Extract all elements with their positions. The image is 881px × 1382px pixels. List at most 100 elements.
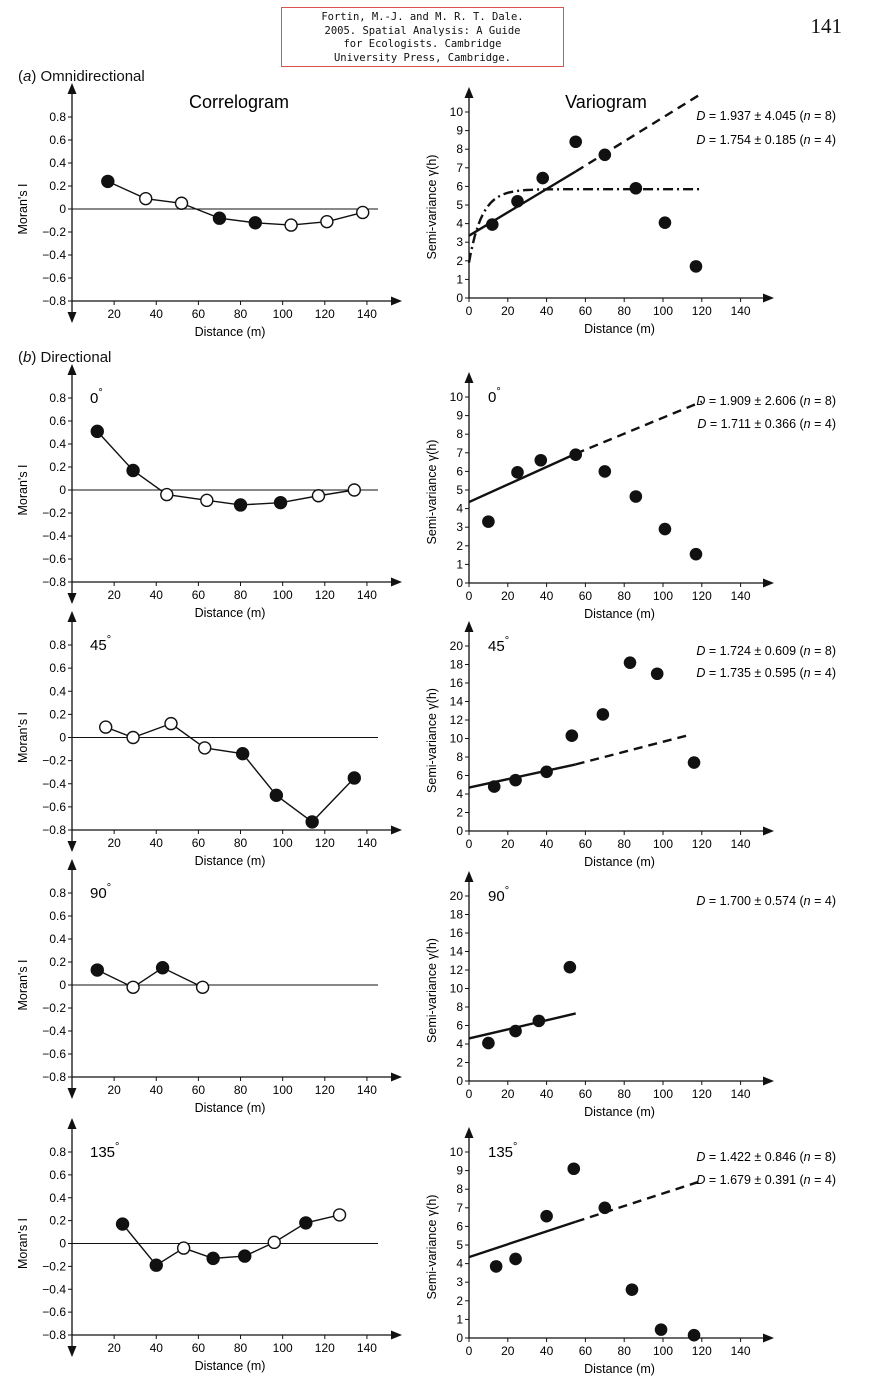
x-tick-label: 140 <box>731 1344 751 1358</box>
y-tick-label: 0.6 <box>49 133 66 147</box>
y-axis-arrow-down <box>67 1346 77 1357</box>
y-tick-label: 0 <box>59 1237 66 1251</box>
y-tick-label: 0.8 <box>49 1145 66 1159</box>
section-label-a: (a) Omnidirectional <box>18 68 145 85</box>
data-point-filled <box>687 756 701 769</box>
x-tick-label: 120 <box>315 307 335 321</box>
x-axis-label: Distance (m) <box>584 855 655 869</box>
fractal-dimension-annotation: D = 1.679 ± 0.391 (n = 4) <box>696 1173 836 1187</box>
x-axis-label: Distance (m) <box>195 1101 266 1115</box>
y-tick-label: 0.6 <box>49 1168 66 1182</box>
fractal-dimension-annotation: D = 1.909 ± 2.606 (n = 8) <box>696 394 836 408</box>
data-point-filled <box>235 746 250 761</box>
y-tick-label: 2 <box>456 806 463 820</box>
y-tick-label: 3 <box>456 1275 463 1289</box>
data-point-filled <box>233 498 248 512</box>
data-point-filled <box>629 490 643 503</box>
y-tick-label: 0.8 <box>49 638 66 652</box>
y-tick-label: 0.8 <box>49 391 66 405</box>
y-axis-arrow-up <box>464 871 474 882</box>
x-tick-label: 40 <box>540 837 554 851</box>
citation-box: Fortin, M.-J. and M. R. T. Dale. 2005. S… <box>281 7 564 67</box>
data-point-open <box>200 493 214 508</box>
x-tick-label: 20 <box>501 1344 515 1358</box>
y-tick-label: 0 <box>456 824 463 838</box>
data-point-filled <box>485 218 499 231</box>
y-tick-label: 18 <box>450 908 464 922</box>
x-tick-label: 120 <box>692 304 712 318</box>
y-tick-label: 1 <box>456 1312 463 1326</box>
x-tick-label: 140 <box>731 837 751 851</box>
y-tick-label: 7 <box>456 161 463 175</box>
y-tick-label: 2 <box>456 539 463 553</box>
y-axis-arrow-up <box>67 859 77 870</box>
y-tick-label: 0.2 <box>49 1214 66 1228</box>
y-tick-label: 10 <box>450 105 464 119</box>
x-tick-label: 140 <box>357 1341 377 1355</box>
y-tick-label: 0.2 <box>49 179 66 193</box>
x-tick-label: 20 <box>501 589 515 603</box>
x-axis-label: Distance (m) <box>195 325 266 339</box>
y-tick-label: 4 <box>456 1257 463 1271</box>
data-point-filled <box>534 453 548 467</box>
direction-label: 45° <box>488 635 509 655</box>
y-axis-arrow-up <box>67 611 77 622</box>
x-tick-label: 80 <box>234 588 248 602</box>
y-axis-label: Semi-variance γ(h) <box>425 1195 439 1300</box>
x-axis-arrow <box>391 577 402 587</box>
x-tick-label: 140 <box>357 1083 377 1097</box>
citation-line: 2005. Spatial Analysis: A Guide <box>324 24 521 37</box>
data-point-filled <box>540 1209 553 1223</box>
data-point-open <box>347 483 361 497</box>
x-tick-label: 60 <box>579 837 593 851</box>
data-point-filled <box>509 1252 522 1266</box>
y-tick-label: 14 <box>450 945 464 959</box>
x-axis-label: Distance (m) <box>584 1105 655 1119</box>
y-tick-label: 3 <box>456 235 463 249</box>
data-point-open <box>356 205 370 220</box>
x-tick-label: 100 <box>653 1087 673 1101</box>
y-axis-label: Moran's I <box>16 959 30 1010</box>
variogram-panel: 0 2 4 6 8 10 12 14 16 18 20 0 20 40 60 80 100 120 140 Dista… <box>425 871 836 1119</box>
x-axis-arrow <box>763 578 774 588</box>
data-point-open <box>126 730 140 745</box>
fit-line-solid <box>468 1220 577 1259</box>
data-point-filled <box>629 181 643 195</box>
y-tick-label: 6 <box>456 1219 463 1233</box>
y-tick-label: 0.8 <box>49 110 66 124</box>
data-point-filled <box>654 1323 668 1336</box>
x-tick-label: 40 <box>150 588 164 602</box>
data-point-filled <box>650 667 664 681</box>
x-tick-label: 120 <box>315 588 335 602</box>
y-tick-label: 5 <box>456 1238 463 1252</box>
data-point-filled <box>567 1162 581 1176</box>
x-axis-arrow <box>763 293 774 303</box>
x-tick-label: 120 <box>692 589 712 603</box>
y-tick-label: −0.6 <box>42 1305 66 1319</box>
y-tick-label: 2 <box>456 254 463 268</box>
x-tick-label: 140 <box>731 1087 751 1101</box>
x-tick-label: 80 <box>618 837 632 851</box>
section-paren: ) <box>31 349 37 366</box>
x-tick-label: 20 <box>501 304 515 318</box>
data-point-open <box>176 1241 191 1255</box>
y-tick-label: 4 <box>456 217 463 231</box>
data-point-open <box>332 1208 347 1222</box>
data-point-filled <box>273 495 288 510</box>
section-letter: b <box>23 349 32 366</box>
y-tick-label: −0.6 <box>42 800 66 814</box>
data-point-filled <box>598 1201 612 1215</box>
direction-label: 90° <box>90 882 111 902</box>
data-point-filled <box>487 780 501 793</box>
y-tick-label: 0.4 <box>49 932 66 946</box>
y-tick-label: 0.6 <box>49 909 66 923</box>
x-tick-label: 60 <box>192 307 206 321</box>
x-tick-label: 40 <box>540 1087 554 1101</box>
data-point-filled <box>101 174 115 189</box>
data-point-filled <box>565 729 579 743</box>
fractal-dimension-annotation: D = 1.700 ± 0.574 (n = 4) <box>696 894 836 908</box>
y-tick-label: 16 <box>450 926 464 940</box>
y-tick-label: 0.4 <box>49 1191 66 1205</box>
x-tick-label: 100 <box>273 588 293 602</box>
